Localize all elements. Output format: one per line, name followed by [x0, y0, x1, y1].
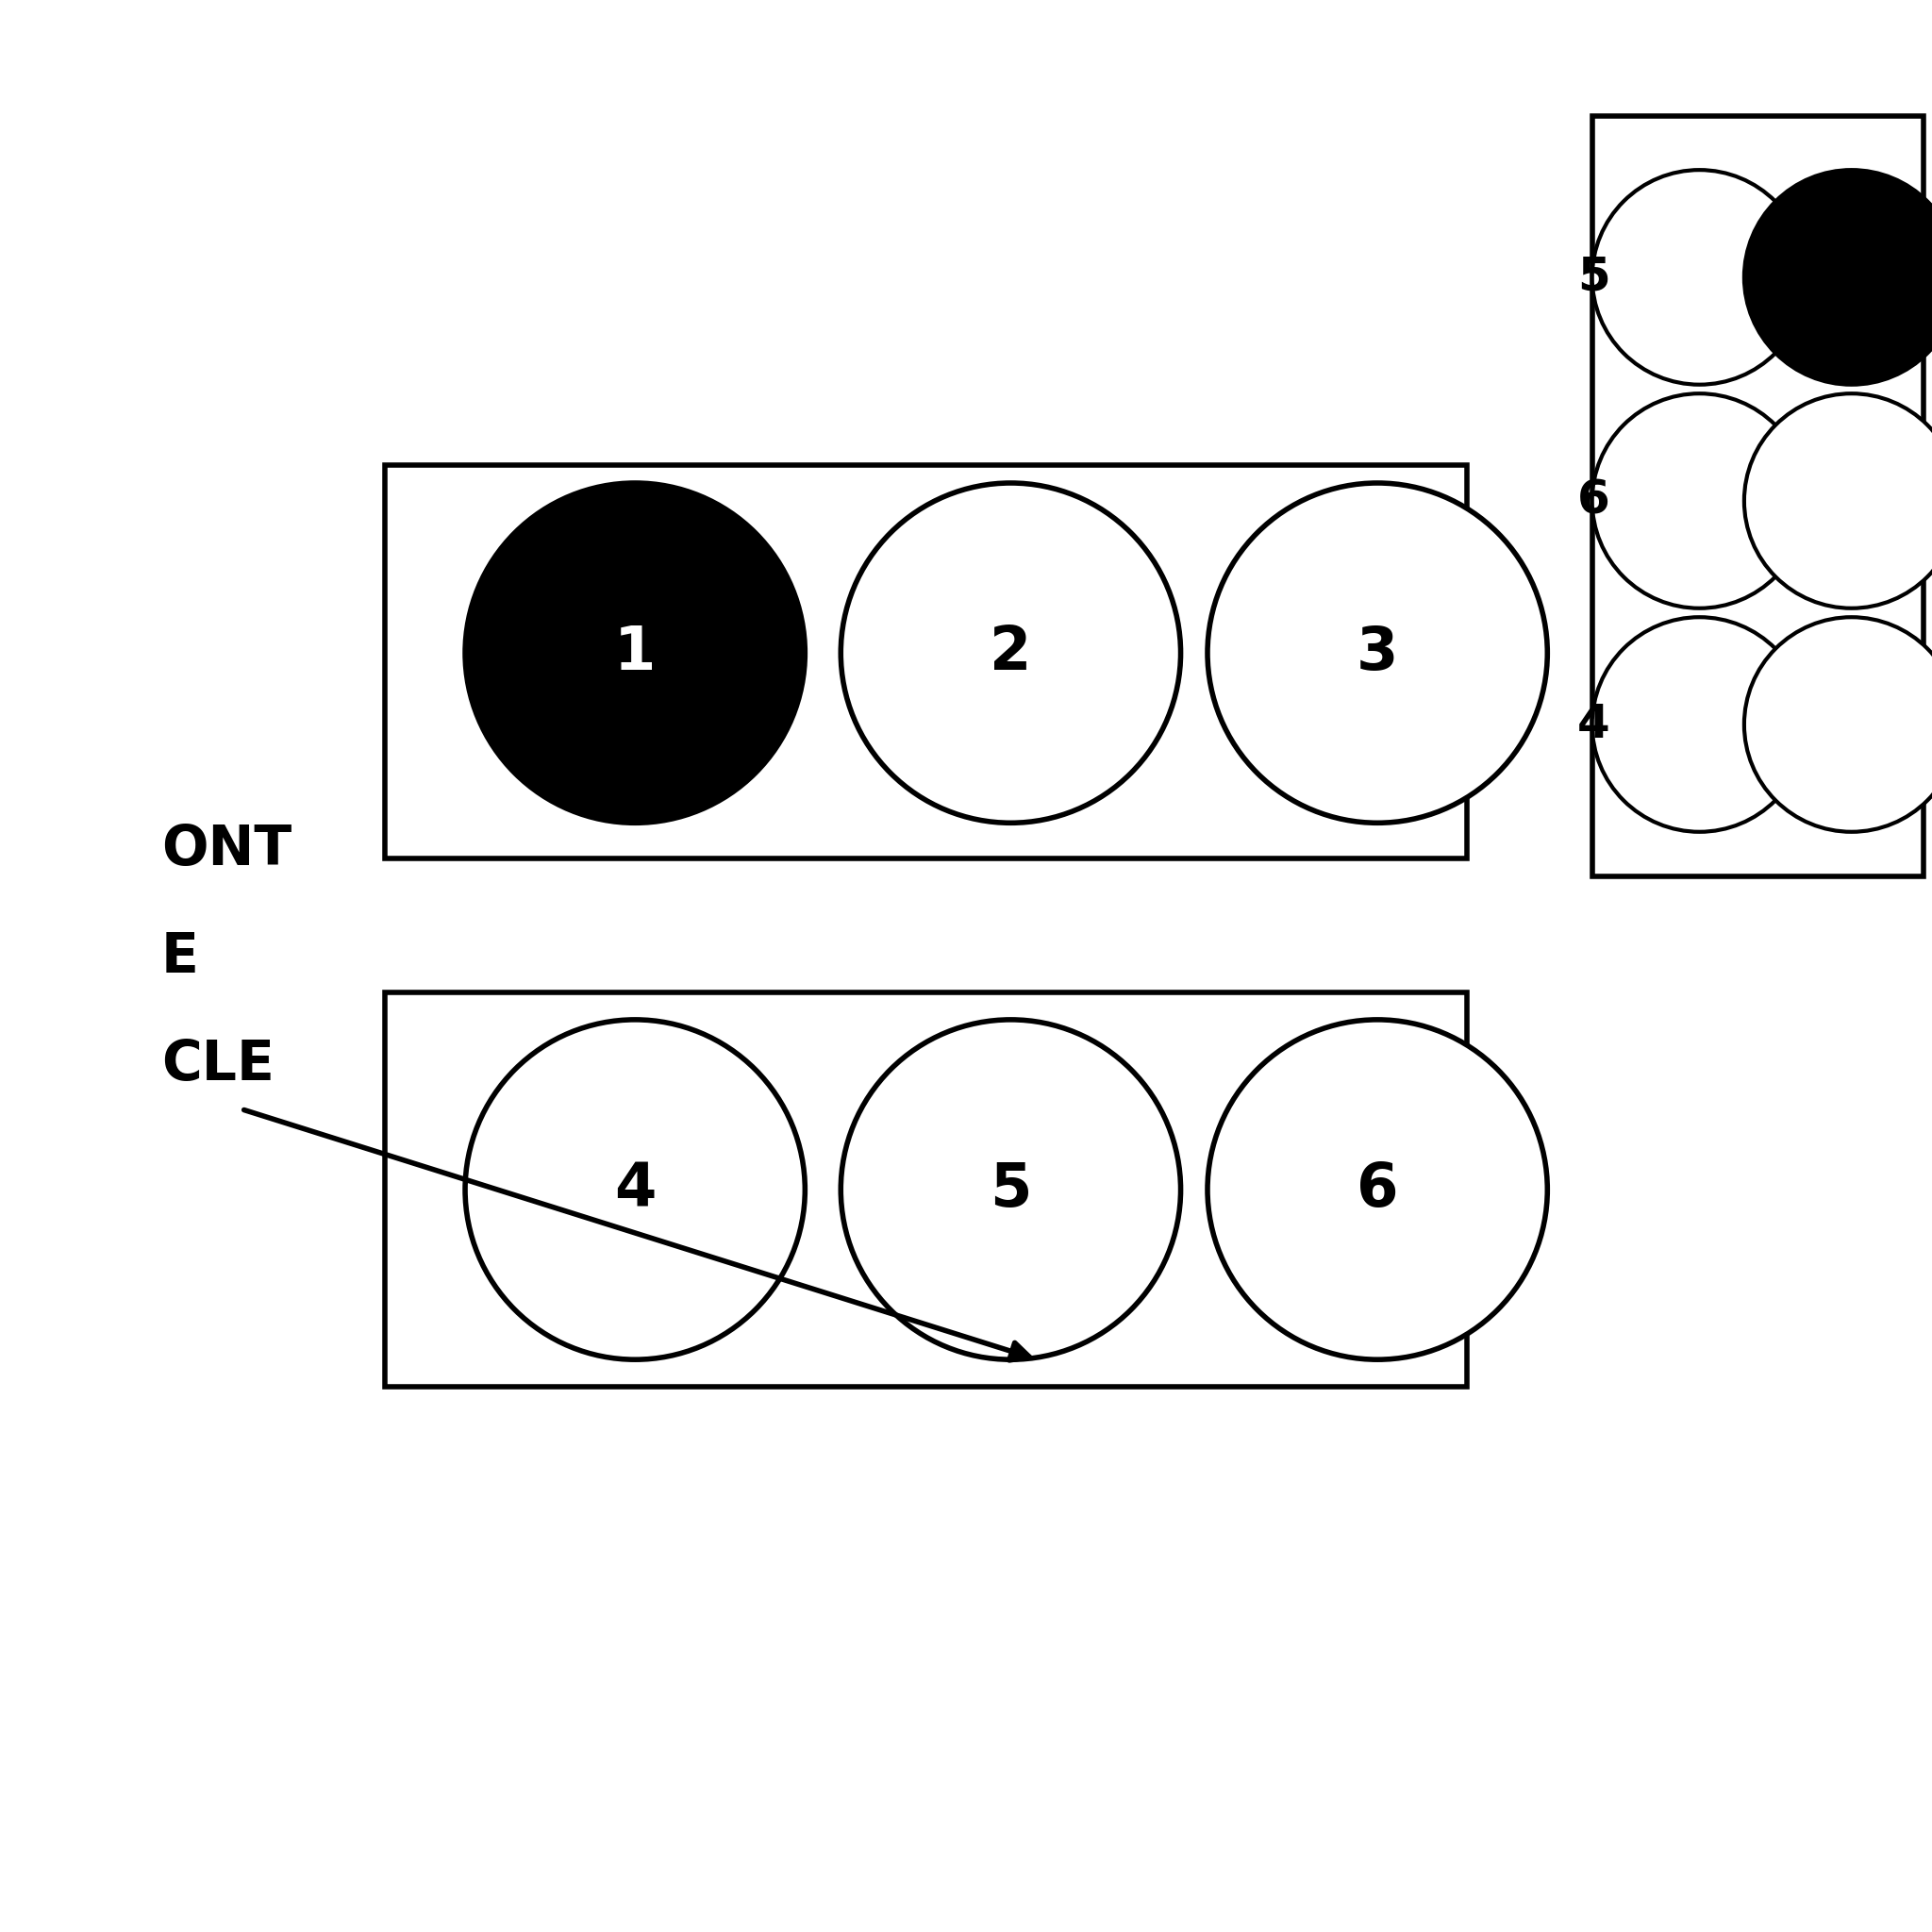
Text: 5: 5 [989, 1161, 1032, 1219]
Circle shape [1208, 1020, 1548, 1360]
Circle shape [466, 1020, 806, 1360]
Text: CLE: CLE [160, 1037, 274, 1092]
Circle shape [1745, 394, 1932, 609]
Circle shape [1745, 616, 1932, 833]
Text: ONT: ONT [160, 823, 292, 877]
Text: 5: 5 [1577, 255, 1609, 299]
Text: 4: 4 [1577, 701, 1609, 748]
Circle shape [840, 1020, 1180, 1360]
Bar [1592, 116, 1922, 877]
Text: 3: 3 [1356, 624, 1399, 682]
Circle shape [840, 483, 1180, 823]
Bar [384, 466, 1466, 858]
Text: 1: 1 [614, 624, 657, 682]
Circle shape [1745, 170, 1932, 384]
Text: 6: 6 [1356, 1161, 1399, 1219]
Text: 6: 6 [1577, 479, 1609, 524]
Text: 2: 2 [989, 624, 1032, 682]
Bar [384, 993, 1466, 1387]
Circle shape [1592, 394, 1806, 609]
Text: 4: 4 [614, 1161, 657, 1219]
Circle shape [1592, 170, 1806, 384]
Circle shape [1208, 483, 1548, 823]
Circle shape [466, 483, 806, 823]
Text: E: E [160, 929, 199, 983]
Circle shape [1592, 616, 1806, 833]
